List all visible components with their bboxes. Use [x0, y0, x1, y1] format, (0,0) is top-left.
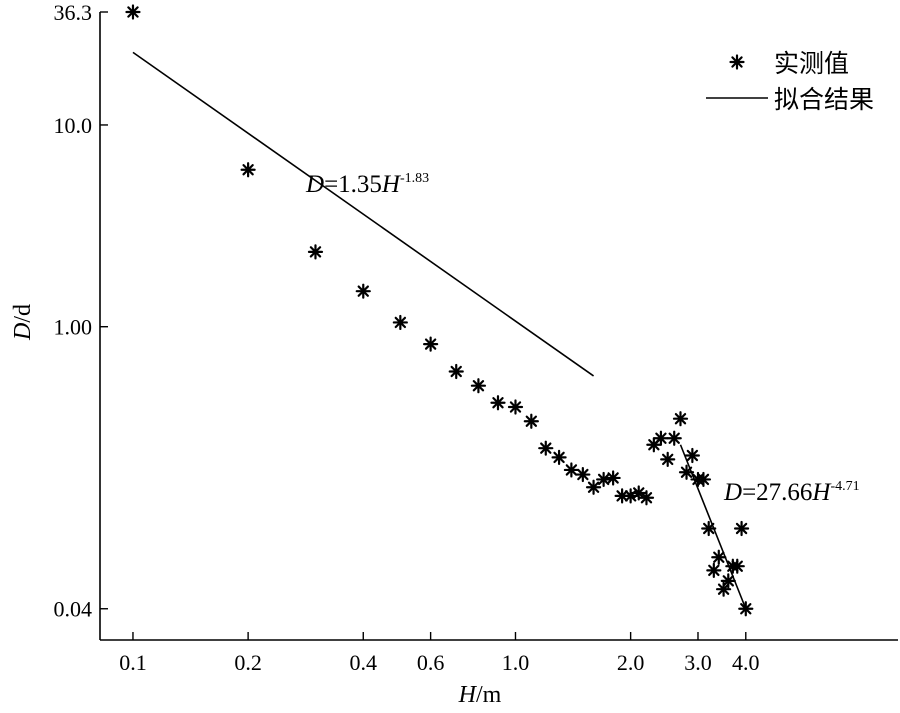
legend-marker-measured — [729, 54, 745, 70]
data-point — [660, 451, 676, 467]
data-point — [538, 440, 554, 456]
data-point — [695, 471, 712, 488]
legend-star-icon — [729, 54, 745, 70]
y-axis-title: D/d — [10, 304, 36, 341]
x-tick-label: 0.4 — [350, 650, 378, 675]
data-point — [711, 549, 727, 565]
data-point — [720, 573, 736, 589]
data-point — [678, 464, 695, 480]
data-point — [585, 479, 602, 495]
data-point — [738, 601, 754, 617]
x-tick-label: 0.1 — [119, 650, 147, 675]
axis-ticks: 0.1 0.2 0.4 0.6 1.0 2.0 3.0 4.0 0.04 1.00 10.0 36.3 — [54, 0, 760, 675]
data-point — [733, 520, 750, 537]
data-point — [551, 449, 567, 466]
legend-label-measured: 实测值 — [774, 49, 849, 78]
legend: 实测值 拟合结果 — [706, 49, 874, 114]
annotation-fit-1: D=1.35H-1.83 — [305, 171, 429, 198]
measured-points — [125, 4, 754, 617]
data-point — [706, 562, 722, 578]
data-point — [490, 395, 506, 411]
data-point — [605, 470, 621, 486]
data-point — [392, 314, 408, 331]
data-point — [684, 447, 700, 464]
x-tick-label: 0.2 — [234, 650, 262, 675]
data-point — [631, 485, 647, 501]
fit-lines — [132, 51, 747, 610]
data-point — [729, 558, 745, 574]
data-point — [240, 162, 256, 178]
data-point — [125, 4, 141, 20]
data-point — [307, 244, 324, 260]
data-point — [701, 520, 717, 537]
data-point — [563, 462, 579, 478]
data-point — [423, 336, 439, 352]
annotation-fit-2: D=27.66H-4.71 — [723, 479, 860, 506]
data-point — [507, 399, 524, 415]
y-tick-label: 36.3 — [54, 0, 93, 25]
x-tick-label: 2.0 — [617, 650, 645, 675]
data-point — [638, 490, 655, 506]
data-point — [355, 283, 371, 299]
data-point — [653, 430, 669, 446]
x-tick-label: 0.6 — [417, 650, 445, 675]
x-axis-title: H/m — [458, 682, 502, 708]
legend-label-fit: 拟合结果 — [774, 85, 874, 114]
data-point — [614, 488, 630, 504]
data-point — [596, 471, 612, 488]
data-point — [523, 413, 539, 429]
y-tick-label: 10.0 — [54, 113, 93, 138]
data-point — [672, 411, 689, 427]
x-tick-label: 4.0 — [732, 650, 760, 675]
y-tick-label: 0.04 — [54, 597, 93, 622]
x-tick-label: 3.0 — [684, 650, 712, 675]
data-point — [448, 363, 464, 380]
x-tick-label: 1.0 — [502, 650, 530, 675]
data-point — [470, 378, 487, 394]
data-point — [666, 430, 682, 446]
y-tick-label: 1.00 — [54, 315, 93, 340]
fit-line-segment-1 — [132, 51, 595, 377]
data-point — [575, 466, 591, 483]
